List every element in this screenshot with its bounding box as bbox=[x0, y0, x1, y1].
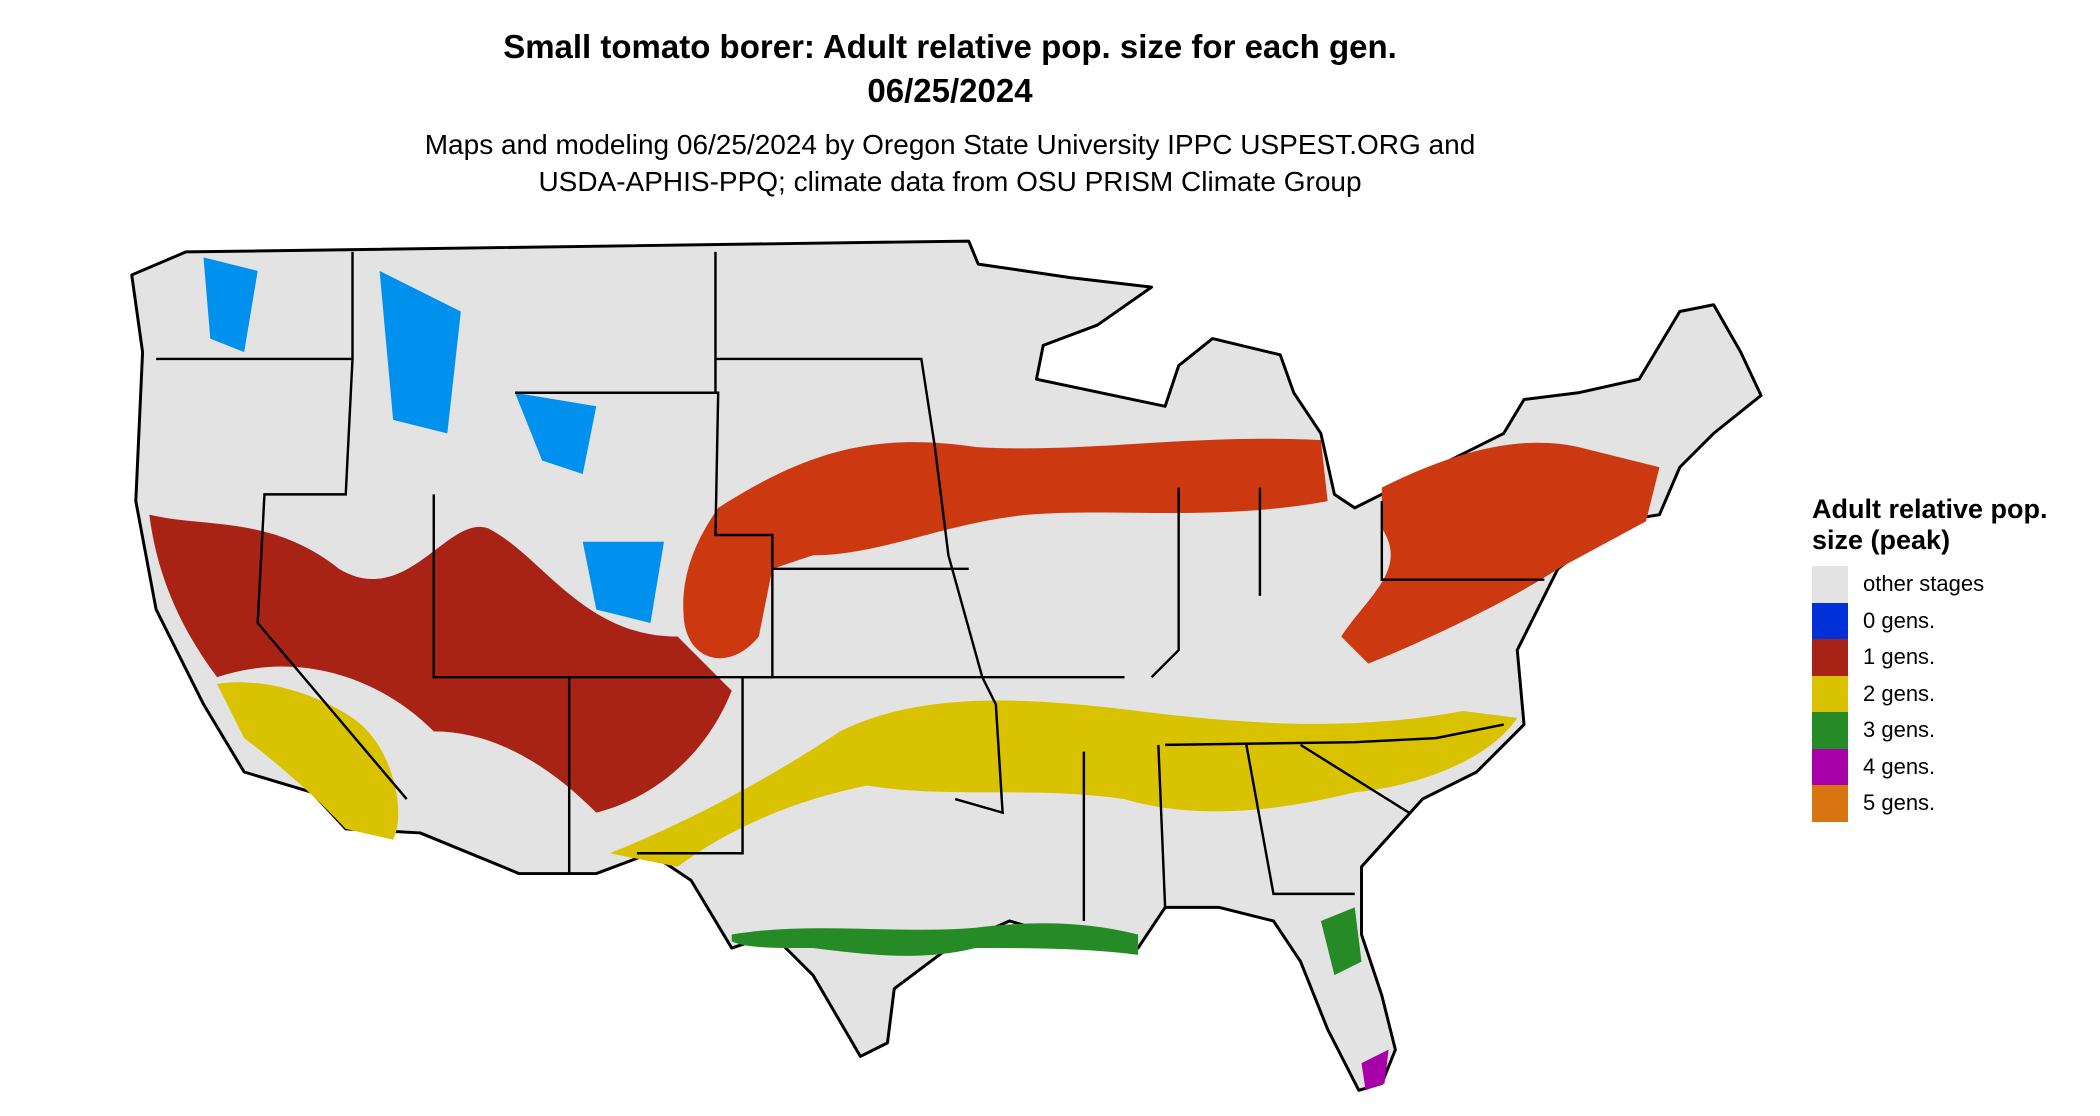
zone-1-gen-northern-plains bbox=[683, 438, 1328, 659]
legend-item: 2 gens. bbox=[1812, 675, 2072, 712]
legend-swatch bbox=[1812, 712, 1848, 749]
state-borders bbox=[156, 251, 1545, 921]
legend-item: 5 gens. bbox=[1812, 785, 2072, 822]
zone-4-gen-south-florida bbox=[1361, 1049, 1389, 1091]
legend-item: 4 gens. bbox=[1812, 748, 2072, 785]
zone-2-gen-california bbox=[217, 682, 399, 840]
zone-0-gen-rockies bbox=[203, 257, 665, 624]
legend: Adult relative pop. size (peak) other st… bbox=[1812, 494, 2072, 822]
legend-swatch bbox=[1812, 602, 1848, 639]
legend-item: other stages bbox=[1812, 566, 2072, 603]
legend-swatch bbox=[1812, 675, 1848, 712]
subtitle-line-1: Maps and modeling 06/25/2024 by Oregon S… bbox=[424, 129, 1476, 160]
legend-swatch bbox=[1812, 566, 1848, 603]
legend-label: 5 gens. bbox=[1863, 790, 1936, 816]
legend-title: Adult relative pop. size (peak) bbox=[1812, 494, 2048, 555]
legend-swatch bbox=[1812, 785, 1848, 822]
zone-3-gen-florida bbox=[1320, 907, 1362, 976]
legend-label: 3 gens. bbox=[1863, 717, 1936, 743]
zone-1-gen-west bbox=[149, 514, 732, 813]
zone-1-gen-northeast bbox=[1341, 442, 1660, 664]
legend-item: 1 gens. bbox=[1812, 639, 2072, 676]
us-outline bbox=[130, 239, 1763, 1092]
legend-swatch bbox=[1812, 639, 1848, 676]
chart-title: Small tomato borer: Adult relative pop. … bbox=[503, 28, 1397, 65]
legend-label: 2 gens. bbox=[1863, 680, 1936, 706]
legend-label: 0 gens. bbox=[1863, 607, 1936, 633]
subtitle-line-2: USDA-APHIS-PPQ; climate data from OSU PR… bbox=[538, 166, 1362, 197]
legend-label: 4 gens. bbox=[1863, 753, 1936, 779]
legend-swatch bbox=[1812, 748, 1848, 785]
legend-item: 0 gens. bbox=[1812, 602, 2072, 639]
legend-label: 1 gens. bbox=[1863, 644, 1936, 670]
chart-date: 06/25/2024 bbox=[867, 72, 1033, 109]
zone-3-gen-gulf bbox=[731, 923, 1139, 956]
generation-zones bbox=[149, 257, 1660, 1091]
legend-label: other stages bbox=[1863, 571, 1985, 597]
legend-item: 3 gens. bbox=[1812, 712, 2072, 749]
